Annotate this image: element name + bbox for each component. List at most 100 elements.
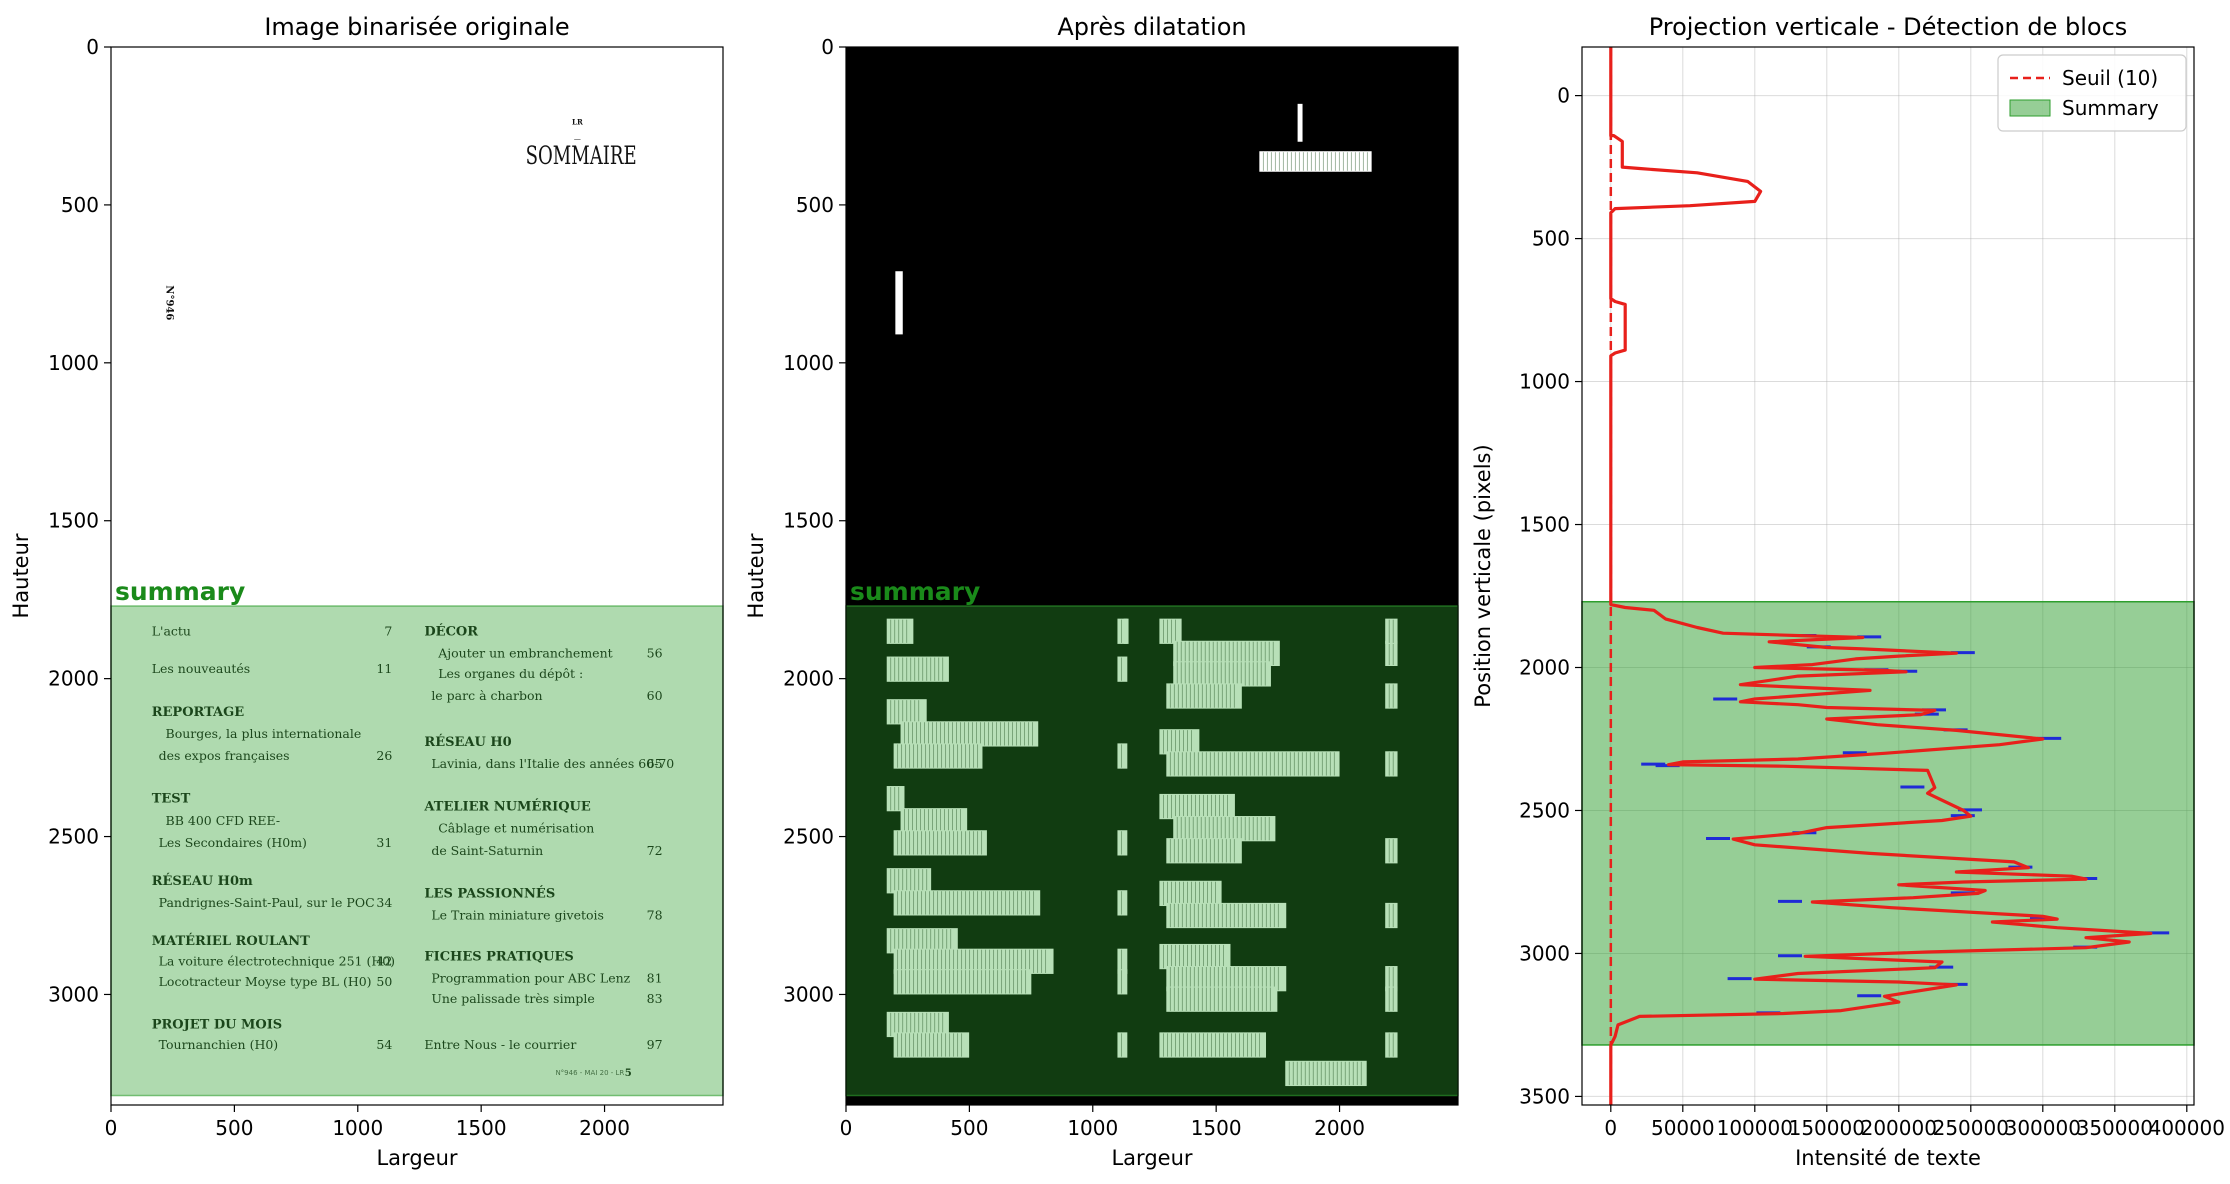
panel-title: Image binarisée originale xyxy=(264,13,569,41)
dilated-toc-line xyxy=(886,618,914,644)
panel-vertical-projection: 0 50000 1000001500002000002500003000003500… xyxy=(1471,13,2225,1170)
toc-entry-label: RÉSEAU H0m xyxy=(152,873,253,889)
y-tick-label: 1000 xyxy=(783,351,834,375)
y-axis-label: Hauteur xyxy=(744,533,768,618)
x-tick-label: 0 xyxy=(105,1116,118,1140)
x-tick-label: 200000 xyxy=(1861,1116,1937,1140)
toc-entry-label: Entre Nous - le courrier xyxy=(424,1037,576,1052)
y-tick-label: 500 xyxy=(61,193,99,217)
y-tick-label: 0 xyxy=(1557,84,1570,108)
x-axis-label: Largeur xyxy=(376,1146,457,1170)
y-tick-label: 2500 xyxy=(783,825,834,849)
dilated-toc-line xyxy=(1159,943,1231,970)
x-tick-label: 150000 xyxy=(1789,1116,1865,1140)
toc-entry-page: 11 xyxy=(376,661,392,676)
panel-title: Projection verticale - Détection de bloc… xyxy=(1649,13,2128,41)
toc-entry-label: RÉSEAU H0 xyxy=(424,734,511,750)
toc-entry-label: Tournanchien (H0) xyxy=(159,1037,279,1052)
y-axis-label: Hauteur xyxy=(9,533,33,618)
y-tick-label: 1500 xyxy=(48,509,99,533)
toc-entry-label: LES PASSIONNÉS xyxy=(424,885,555,901)
dilated-marker-block xyxy=(1297,103,1303,142)
toc-entry-label: BB 400 CFD REE- xyxy=(166,813,281,828)
x-tick-label: 0 xyxy=(840,1116,853,1140)
doc-top-marker: LR xyxy=(572,117,583,126)
doc-heading: SOMMAIRE xyxy=(526,141,637,170)
y-tick-label: 500 xyxy=(796,193,834,217)
doc-footer-page: 5 xyxy=(625,1068,632,1079)
toc-entry-page: 81 xyxy=(647,971,663,986)
dilated-page-number xyxy=(1385,1032,1398,1058)
x-tick-label: 2000 xyxy=(1314,1116,1365,1140)
toc-entry-page: 31 xyxy=(376,835,392,850)
axes-frame xyxy=(110,46,724,1106)
toc-entry-label: Les nouveautés xyxy=(152,661,251,676)
x-axis-label: Intensité de texte xyxy=(1795,1146,1981,1170)
x-tick-label: 300000 xyxy=(2005,1116,2081,1140)
dilated-page-number xyxy=(1117,890,1128,916)
y-tick-label: 2500 xyxy=(48,825,99,849)
axes-frame xyxy=(1581,46,2195,1106)
y-tick-label: 3000 xyxy=(783,982,834,1006)
image-background xyxy=(111,47,723,1105)
dilated-page-number xyxy=(1117,969,1128,995)
doc-side-issue: N°946 xyxy=(164,285,175,320)
dilated-toc-line xyxy=(886,868,932,894)
dilated-page-number xyxy=(1385,966,1398,992)
dilated-toc-line xyxy=(900,808,968,834)
legend-summary-swatch xyxy=(2009,99,2051,117)
legend-threshold-label: Seuil (10) xyxy=(2062,66,2158,90)
toc-entry-page: 50 xyxy=(376,974,392,989)
dilated-toc-line xyxy=(1166,683,1242,709)
y-tick-label: 0 xyxy=(821,35,834,59)
toc-entry-page: 34 xyxy=(376,895,392,910)
x-tick-label: 400000 xyxy=(2149,1116,2225,1140)
toc-entry-page: 78 xyxy=(647,908,663,923)
dilated-toc-line xyxy=(1159,793,1235,820)
toc-entry-page: 7 xyxy=(384,623,392,638)
dilated-page-number xyxy=(1117,1032,1128,1058)
toc-entry-label: PROJET DU MOIS xyxy=(152,1017,282,1032)
dilated-toc-line xyxy=(1166,751,1340,777)
y-axis-label: Position verticale (pixels) xyxy=(1471,444,1495,707)
toc-entry-label: TEST xyxy=(152,792,191,807)
summary-region-label: summary xyxy=(115,577,245,606)
toc-entry-page: 83 xyxy=(647,991,663,1006)
doc-footer: N°946 - MAI 20 - LR xyxy=(555,1069,624,1077)
y-tick-label: 2000 xyxy=(1519,656,1570,680)
x-tick-label: 2000 xyxy=(579,1116,630,1140)
dilated-toc-line xyxy=(1159,880,1222,907)
toc-entry-label: Câblage et numérisation xyxy=(438,821,594,836)
x-tick-label: 1000 xyxy=(1067,1116,1118,1140)
dilated-toc-line xyxy=(893,890,1041,916)
toc-entry-label: Les Secondaires (H0m) xyxy=(159,835,307,850)
dilated-toc-line xyxy=(1166,986,1278,1012)
toc-entry-label: Ajouter un embranchement xyxy=(437,645,612,660)
dilated-page-number xyxy=(1385,618,1398,644)
dilated-toc-line xyxy=(886,786,905,812)
x-tick-label: 1000 xyxy=(332,1116,383,1140)
toc-entry-label: DÉCOR xyxy=(424,623,478,639)
summary-region-label: summary xyxy=(850,577,980,606)
toc-entry-page: 26 xyxy=(376,748,392,763)
y-tick-label: 0 xyxy=(86,35,99,59)
toc-entry-label: des expos françaises xyxy=(159,748,290,763)
y-tick-label: 1500 xyxy=(783,509,834,533)
y-tick-label: 500 xyxy=(1532,227,1570,251)
toc-entry-page: 65 xyxy=(647,756,663,771)
dilated-page-number xyxy=(1385,838,1398,864)
dilated-toc-line xyxy=(893,830,987,856)
toc-entry-page: 56 xyxy=(647,645,663,660)
y-tick-label: 1000 xyxy=(1519,370,1570,394)
toc-entry-label: Lavinia, dans l'Italie des années 60-70 xyxy=(431,756,674,771)
dilated-toc-line xyxy=(893,969,1032,995)
toc-entry-label: Locotracteur Moyse type BL (H0) xyxy=(159,974,372,989)
dilated-toc-line xyxy=(1166,838,1242,864)
toc-entry-label: le parc à charbon xyxy=(431,688,542,703)
dilated-page-number xyxy=(1385,640,1398,667)
y-tick-label: 1500 xyxy=(1519,513,1570,537)
toc-entry-page: 42 xyxy=(376,953,392,968)
toc-entry-label: Une palissade très simple xyxy=(431,991,595,1006)
dilated-toc-line xyxy=(886,656,949,682)
y-tick-label: 2000 xyxy=(783,667,834,691)
